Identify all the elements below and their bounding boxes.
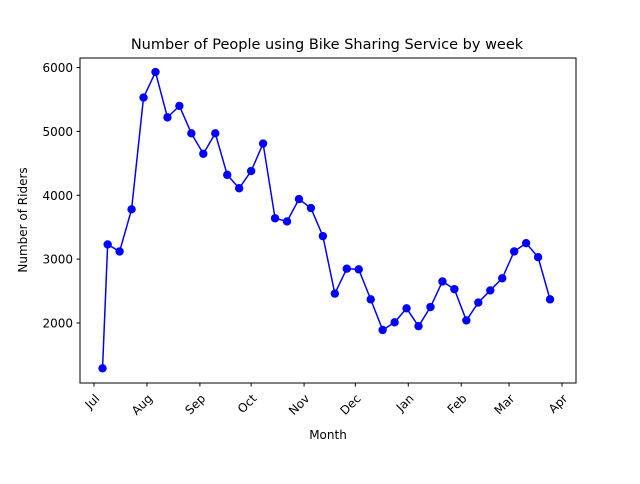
data-point bbox=[223, 170, 232, 180]
data-point bbox=[545, 295, 555, 304]
data-point bbox=[498, 274, 507, 283]
data-point bbox=[282, 217, 292, 226]
data-point bbox=[306, 203, 316, 213]
series-group bbox=[98, 67, 555, 373]
data-point bbox=[139, 93, 148, 102]
data-point bbox=[234, 184, 244, 193]
data-point bbox=[438, 277, 447, 286]
data-point bbox=[211, 129, 220, 138]
data-point bbox=[354, 265, 363, 274]
data-point bbox=[187, 129, 196, 138]
data-point bbox=[474, 298, 483, 307]
data-point bbox=[462, 316, 471, 325]
chart-title: Number of People using Bike Sharing Serv… bbox=[131, 37, 524, 53]
data-point bbox=[270, 214, 280, 223]
data-point bbox=[509, 247, 519, 256]
data-point bbox=[450, 284, 459, 294]
data-point bbox=[486, 286, 495, 295]
data-point bbox=[521, 238, 531, 248]
y-tick-label: 3000 bbox=[42, 253, 73, 267]
data-point bbox=[390, 318, 399, 327]
y-tick-label: 5000 bbox=[42, 125, 73, 139]
data-point bbox=[98, 364, 107, 373]
data-point bbox=[533, 253, 543, 262]
data-point bbox=[378, 325, 387, 335]
data-point bbox=[294, 194, 304, 204]
data-point bbox=[103, 240, 112, 249]
data-point bbox=[115, 247, 124, 256]
plot-frame bbox=[79, 57, 577, 384]
data-point bbox=[258, 139, 268, 148]
data-point bbox=[127, 205, 136, 214]
data-point bbox=[414, 321, 423, 331]
data-point bbox=[246, 166, 256, 176]
data-point bbox=[199, 149, 208, 158]
y-tick-label: 4000 bbox=[42, 189, 73, 203]
data-point bbox=[366, 295, 375, 304]
data-point bbox=[175, 101, 184, 111]
data-point bbox=[342, 264, 351, 273]
data-point bbox=[163, 113, 172, 122]
y-axis-label: Number of Riders bbox=[16, 167, 30, 272]
data-point bbox=[330, 289, 340, 298]
x-axis-label: Month bbox=[309, 428, 347, 442]
y-axis: 2000 3000 4000 5000 6000 bbox=[42, 61, 80, 330]
data-point bbox=[426, 302, 435, 312]
data-point bbox=[318, 231, 328, 241]
y-tick-label: 2000 bbox=[42, 316, 73, 330]
data-point bbox=[151, 67, 160, 77]
y-tick-label: 6000 bbox=[42, 61, 73, 75]
data-point bbox=[402, 304, 411, 313]
